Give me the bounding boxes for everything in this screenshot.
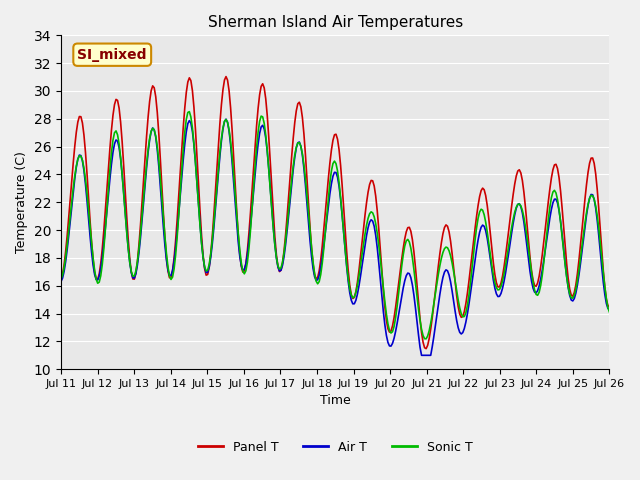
Air T [222,116,230,122]
Legend: Panel T, Air T, Sonic T: Panel T, Air T, Sonic T [193,435,478,458]
Panel T [298,115,306,120]
Sonic T [578,244,586,250]
Air T [418,352,426,358]
Y-axis label: Temperature (C): Temperature (C) [15,151,28,253]
Panel T [241,268,248,274]
Sonic T [298,151,306,156]
Air T [124,246,132,252]
Panel T [57,276,65,282]
Air T [578,249,586,254]
Panel T [250,166,257,171]
Line: Panel T: Panel T [61,77,609,348]
Sonic T [250,185,257,191]
Sonic T [422,336,430,342]
Panel T [221,77,228,83]
Air T [241,266,248,272]
Panel T [222,74,230,80]
Title: Sherman Island Air Temperatures: Sherman Island Air Temperatures [207,15,463,30]
Sonic T [186,109,193,115]
Air T [57,278,65,284]
Sonic T [605,309,613,315]
Sonic T [124,246,132,252]
Sonic T [222,117,230,122]
Air T [221,119,228,124]
Air T [298,152,306,158]
Air T [605,306,613,312]
Panel T [578,228,586,233]
Air T [250,189,257,195]
Panel T [124,237,132,242]
Line: Air T: Air T [61,119,609,355]
Sonic T [241,271,248,276]
Panel T [605,304,613,310]
Text: SI_mixed: SI_mixed [77,48,147,62]
Sonic T [57,276,65,282]
Panel T [422,346,430,351]
X-axis label: Time: Time [320,395,351,408]
Line: Sonic T: Sonic T [61,112,609,339]
